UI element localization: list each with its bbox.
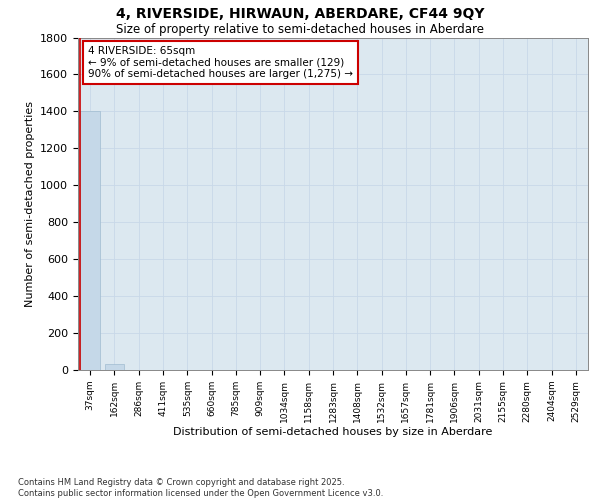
Bar xyxy=(105,364,124,370)
Text: Size of property relative to semi-detached houses in Aberdare: Size of property relative to semi-detach… xyxy=(116,22,484,36)
Text: 4 RIVERSIDE: 65sqm
← 9% of semi-detached houses are smaller (129)
90% of semi-de: 4 RIVERSIDE: 65sqm ← 9% of semi-detached… xyxy=(88,46,353,79)
Text: 4, RIVERSIDE, HIRWAUN, ABERDARE, CF44 9QY: 4, RIVERSIDE, HIRWAUN, ABERDARE, CF44 9Q… xyxy=(116,8,484,22)
Y-axis label: Number of semi-detached properties: Number of semi-detached properties xyxy=(25,101,35,306)
X-axis label: Distribution of semi-detached houses by size in Aberdare: Distribution of semi-detached houses by … xyxy=(173,428,493,438)
Text: Contains HM Land Registry data © Crown copyright and database right 2025.
Contai: Contains HM Land Registry data © Crown c… xyxy=(18,478,383,498)
Bar xyxy=(80,112,100,370)
